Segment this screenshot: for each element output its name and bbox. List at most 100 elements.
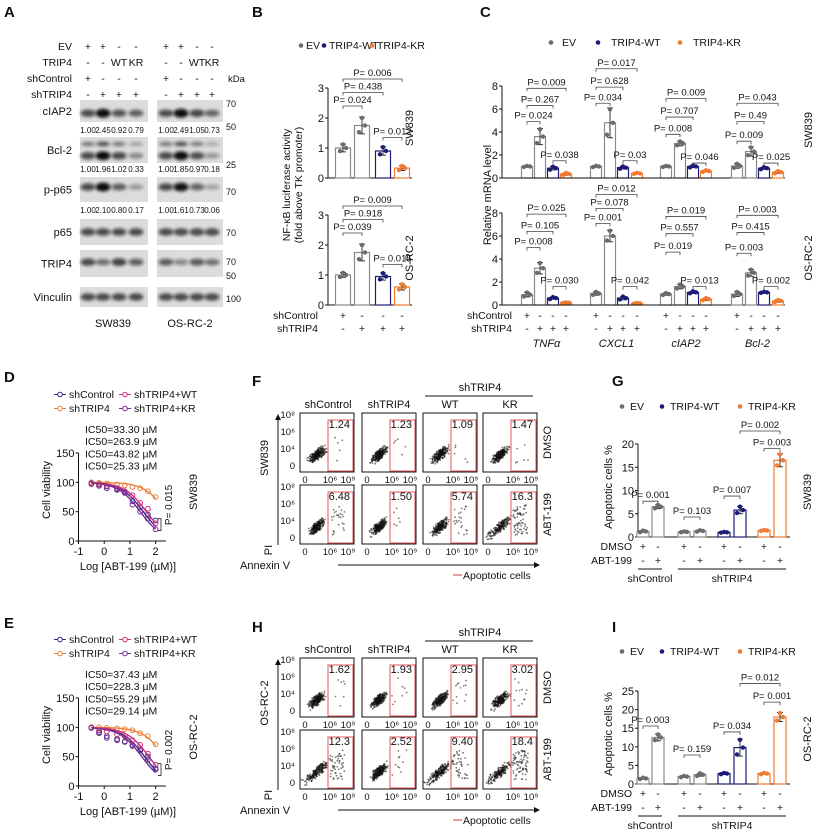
event-dot [372, 701, 375, 704]
event-dot [379, 698, 382, 700]
event-dot [503, 528, 505, 531]
data-point [152, 766, 159, 773]
data-point [103, 734, 110, 741]
condition-value: - [179, 57, 183, 69]
p-value: P= 0.009 [527, 77, 565, 88]
event-dot [318, 522, 321, 525]
event-dot [516, 533, 518, 536]
condition-value: + [663, 310, 669, 322]
event-dot [502, 520, 505, 522]
data-point [152, 526, 159, 533]
event-dot [317, 456, 319, 459]
ic50-label: IC50=263.9 µM [85, 436, 157, 448]
event-dot [380, 453, 383, 456]
y-axis-label: NF-κB luciferase activity(fold above TK … [281, 127, 305, 244]
event-dot [512, 509, 514, 512]
event-dot [499, 529, 502, 532]
flow-cytometry-plot: 2.95 [422, 657, 478, 718]
event-dot [315, 770, 318, 773]
condition-value: - [400, 310, 404, 322]
event-dot [506, 697, 508, 700]
event-dot [378, 702, 381, 705]
western-blot-ciap2 [157, 100, 223, 122]
event-dot [321, 520, 324, 523]
event-dot [329, 754, 332, 757]
p-value: P= 0.628 [590, 76, 628, 87]
event-dot [308, 532, 311, 535]
event-dot [369, 704, 372, 706]
data-point [399, 282, 405, 287]
event-dot [517, 751, 519, 753]
event-dot [456, 521, 458, 523]
event-dot [397, 517, 400, 520]
plot-frame [361, 729, 417, 790]
event-dot [443, 696, 446, 698]
event-dot [505, 690, 507, 693]
x-tick-label: 10⁹ [524, 720, 539, 731]
protein-band [128, 258, 144, 266]
event-dot [487, 532, 489, 535]
data-point [380, 145, 386, 150]
event-dot [489, 460, 492, 463]
event-dot [440, 698, 442, 701]
protein-band [158, 151, 174, 160]
event-dot [517, 764, 520, 767]
protein-band [204, 293, 220, 301]
event-dot [393, 441, 395, 444]
event-dot [519, 513, 522, 516]
protein-band [128, 184, 144, 190]
event-dot [403, 687, 406, 690]
condition-value: - [134, 41, 138, 53]
event-dot [306, 776, 309, 779]
data-point [674, 143, 680, 148]
event-dot [381, 450, 383, 453]
event-dot [489, 773, 492, 776]
event-dot [438, 523, 441, 525]
event-dot [428, 778, 431, 781]
event-dot [521, 773, 524, 775]
event-dot [331, 760, 333, 763]
data-point [362, 123, 368, 128]
x-tick-label: 1 [127, 791, 133, 803]
event-dot [321, 762, 324, 765]
event-dot [382, 770, 385, 773]
bar [603, 235, 617, 306]
data-point [737, 163, 743, 169]
condition-label: shControl [273, 310, 318, 322]
event-dot [313, 700, 315, 702]
significance-bracket [736, 102, 779, 107]
event-dot [372, 778, 375, 780]
event-dot [498, 521, 501, 524]
data-point [137, 485, 144, 492]
apoptotic-gate [389, 419, 416, 472]
event-dot [441, 523, 444, 526]
protein-band [173, 228, 189, 236]
event-dot [430, 777, 432, 779]
event-dot [457, 757, 460, 760]
treatment-label: ABT-199 [542, 493, 554, 536]
event-dot [447, 452, 450, 455]
event-dot [370, 531, 373, 534]
x-tick-label: 1 [127, 546, 133, 558]
event-dot [494, 528, 497, 531]
event-dot [500, 453, 503, 456]
event-dot [373, 706, 375, 708]
significance-bracket [763, 162, 779, 167]
event-dot [464, 684, 467, 687]
event-dot [458, 519, 460, 522]
legend-marker-ev [298, 43, 304, 48]
event-dot [323, 451, 325, 453]
data-point [778, 298, 784, 304]
event-dot [317, 450, 320, 452]
protein-band [81, 141, 95, 147]
data-point [356, 130, 362, 135]
plot-frame [422, 729, 478, 790]
event-dot [320, 691, 323, 694]
data-point [103, 485, 110, 492]
event-dot [516, 760, 518, 763]
event-dot [443, 768, 446, 771]
apoptotic-gate [450, 736, 477, 789]
event-dot [430, 773, 433, 775]
event-dot [504, 450, 507, 452]
event-dot [372, 698, 375, 700]
